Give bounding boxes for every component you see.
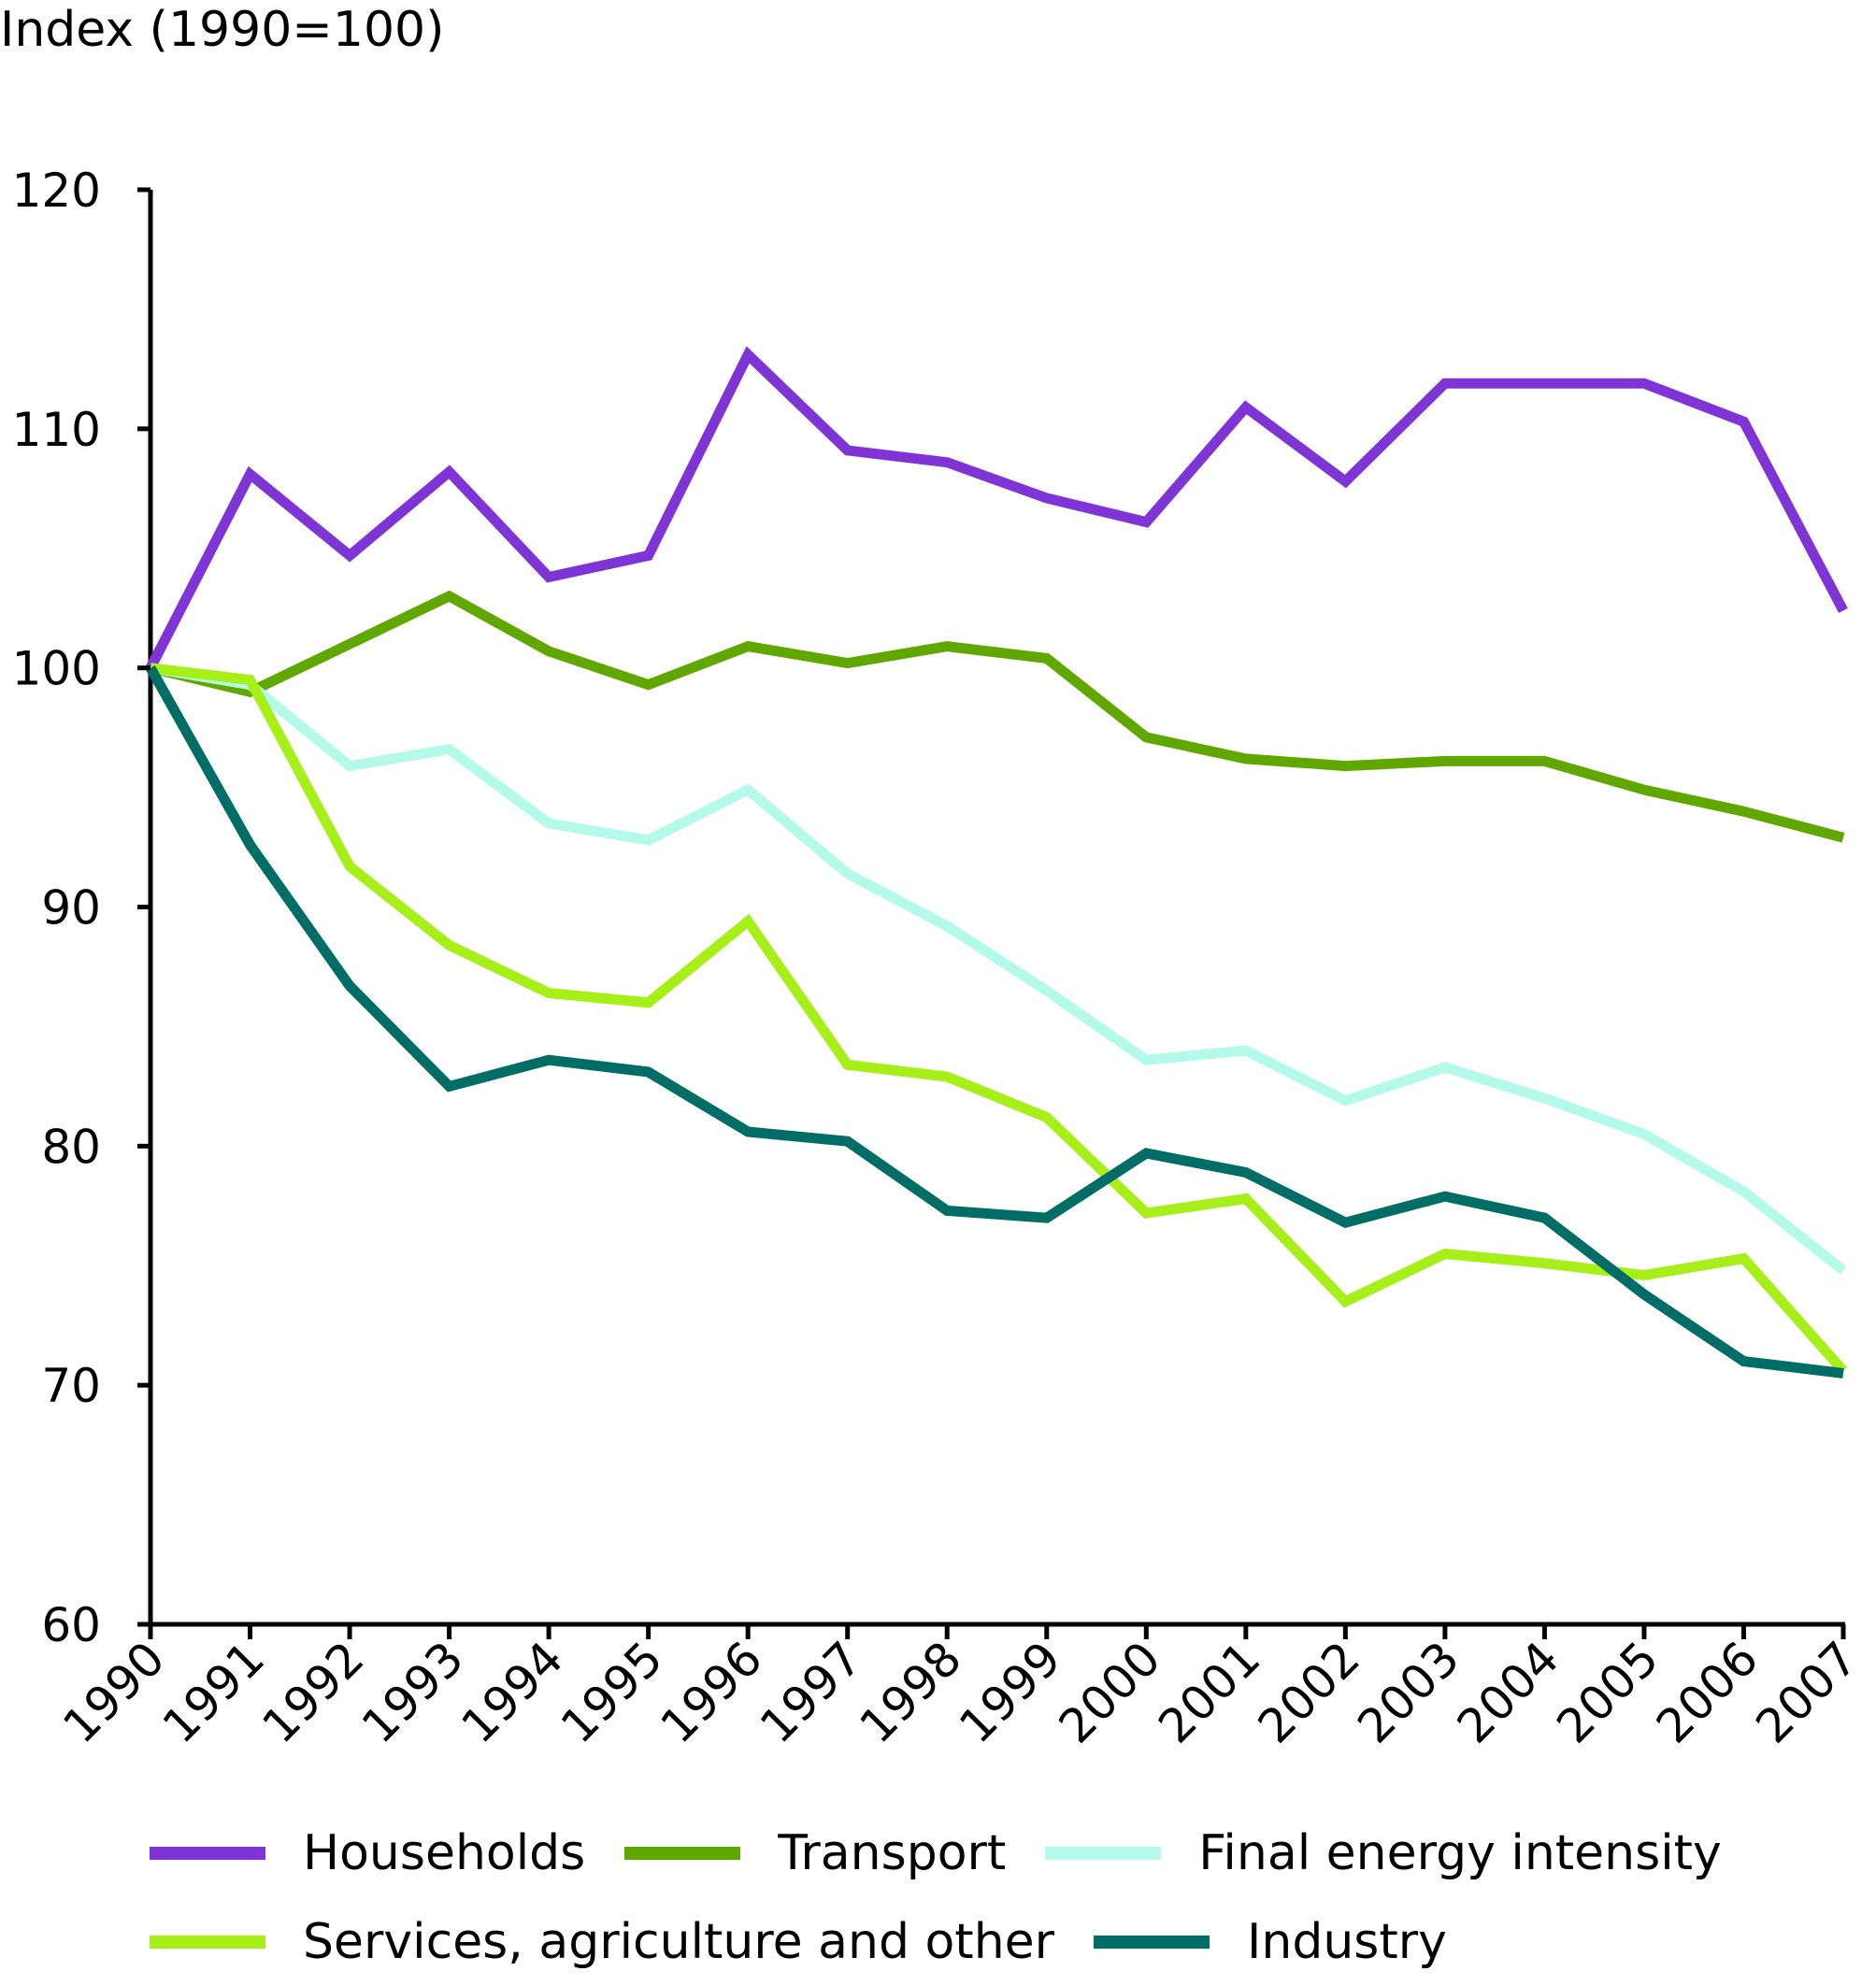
x-tick-label: 2005 — [1546, 1631, 1668, 1753]
legend-swatch — [624, 1847, 740, 1860]
x-tick-label: 2002 — [1248, 1631, 1370, 1753]
y-ticks: 60 70 80 90 100 110 120 — [12, 164, 150, 1652]
legend-swatch — [1045, 1847, 1161, 1860]
series-final-energy-intensity — [150, 668, 1843, 1271]
legend-swatch — [1094, 1936, 1210, 1949]
y-tick-label: 70 — [41, 1359, 101, 1413]
legend-label: Final energy intensity — [1198, 1825, 1722, 1881]
x-tick-label: 1991 — [152, 1631, 275, 1753]
x-tick-label: 2001 — [1148, 1631, 1270, 1753]
legend-label: Households — [303, 1825, 585, 1881]
legend-label: Industry — [1247, 1914, 1447, 1970]
y-tick-label: 100 — [12, 642, 101, 696]
legend-swatch — [150, 1847, 265, 1860]
x-tick-label: 1995 — [551, 1631, 673, 1753]
legend-row-2: Services, agriculture and other Industry — [150, 1897, 1869, 1986]
x-tick-label: 2007 — [1745, 1631, 1868, 1753]
series-line — [150, 596, 1843, 837]
x-tick-label: 1996 — [651, 1631, 773, 1753]
series-transport — [150, 596, 1843, 838]
legend-item: Transport — [624, 1825, 1006, 1881]
x-tick-label: 1993 — [351, 1631, 474, 1753]
legend-label: Services, agriculture and other — [303, 1914, 1054, 1970]
legend: Households Transport Final energy intensit… — [150, 1808, 1869, 1986]
x-tick-label: 2004 — [1447, 1631, 1569, 1753]
series-layer — [150, 354, 1843, 1373]
x-tick-label: 2006 — [1646, 1631, 1769, 1753]
y-tick-label: 110 — [12, 403, 101, 457]
legend-item: Final energy intensity — [1045, 1825, 1722, 1881]
legend-label: Transport — [778, 1825, 1006, 1881]
x-tick-label: 2000 — [1049, 1631, 1171, 1753]
x-tick-label: 1992 — [252, 1631, 375, 1753]
legend-item: Services, agriculture and other — [150, 1914, 1054, 1970]
legend-row-1: Households Transport Final energy intensit… — [150, 1808, 1869, 1897]
legend-item: Industry — [1094, 1914, 1447, 1970]
x-tick-label: 1997 — [750, 1631, 872, 1753]
y-tick-label: 80 — [41, 1120, 101, 1174]
legend-swatch — [150, 1936, 265, 1949]
x-tick-label: 1998 — [850, 1631, 972, 1753]
x-tick-label: 1994 — [451, 1631, 574, 1753]
y-tick-label: 60 — [41, 1598, 101, 1652]
x-tick-label: 2003 — [1347, 1631, 1469, 1753]
x-tick-label: 1999 — [949, 1631, 1071, 1753]
series-line — [150, 668, 1843, 1271]
y-tick-label: 90 — [41, 881, 101, 936]
y-tick-label: 120 — [12, 164, 101, 218]
x-ticks: 1990199119921993199419951996199719981999… — [52, 1624, 1868, 1753]
legend-item: Households — [150, 1825, 585, 1881]
